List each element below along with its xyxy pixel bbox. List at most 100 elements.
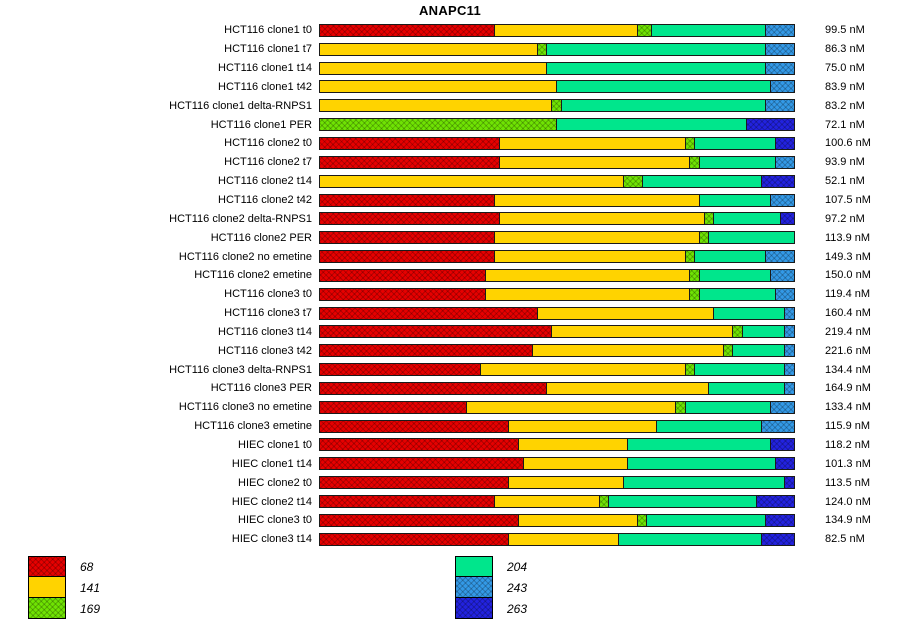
bar-segment-141 bbox=[523, 457, 629, 471]
bar-row: HCT116 clone1 t0 99.5 nM bbox=[0, 21, 871, 40]
row-bar bbox=[319, 325, 795, 339]
bar-row: HCT116 clone3 t0 119.4 nM bbox=[0, 285, 871, 304]
bar-segment-169 bbox=[723, 344, 734, 358]
bar-segment-141 bbox=[480, 363, 686, 377]
row-bar bbox=[319, 363, 795, 377]
bar-segment-68 bbox=[319, 23, 496, 37]
bar-segment-141 bbox=[509, 476, 624, 490]
row-value: 72.1 nM bbox=[825, 118, 865, 131]
bar-segment-204 bbox=[714, 212, 781, 226]
bar-segment-243 bbox=[771, 268, 795, 282]
row-label: HIEC clone3 t14 bbox=[231, 533, 312, 546]
bar-segment-263 bbox=[766, 513, 795, 527]
bar-segment-68 bbox=[319, 438, 519, 452]
bar-segment-204 bbox=[547, 42, 767, 56]
row-label: HCT116 clone1 delta-RNPS1 bbox=[169, 99, 312, 112]
bar-row: HCT116 clone2 t7 93.9 nM bbox=[0, 153, 871, 172]
row-bar bbox=[319, 419, 795, 433]
bar-segment-204 bbox=[699, 268, 772, 282]
bar-segment-204 bbox=[618, 532, 762, 546]
bar-segment-169 bbox=[690, 268, 700, 282]
legend-item: 169 bbox=[28, 598, 100, 619]
legend-item: 68 bbox=[28, 556, 100, 577]
bar-segment-169 bbox=[319, 118, 557, 132]
bar-row: HIEC clone3 t14 82.5 nM bbox=[0, 530, 871, 549]
bar-segment-243 bbox=[766, 23, 795, 37]
bar-row: HIEC clone1 t0 118.2 nM bbox=[0, 436, 871, 455]
bar-segment-204 bbox=[695, 136, 776, 150]
legend-label: 141 bbox=[80, 580, 101, 595]
bar-segment-204 bbox=[709, 231, 795, 245]
row-bar bbox=[319, 99, 795, 113]
bar-segment-68 bbox=[319, 419, 510, 433]
bar-segment-263 bbox=[785, 476, 795, 490]
bar-row: HCT116 clone3 PER 164.9 nM bbox=[0, 379, 871, 398]
row-label: HCT116 clone2 t14 bbox=[218, 175, 312, 188]
bar-segment-141 bbox=[319, 42, 538, 56]
bar-segment-68 bbox=[319, 381, 548, 395]
row-value: 75.0 nM bbox=[825, 62, 865, 75]
bar-row: HCT116 clone1 PER 72.1 nM bbox=[0, 115, 871, 134]
bar-segment-68 bbox=[319, 532, 510, 546]
bar-segment-141 bbox=[537, 306, 715, 320]
bar-row: HCT116 clone1 t42 83.9 nM bbox=[0, 78, 871, 97]
bar-segment-243 bbox=[785, 325, 795, 339]
row-label: HCT116 clone3 t42 bbox=[218, 344, 312, 357]
bar-segment-68 bbox=[319, 363, 481, 377]
bar-segment-243 bbox=[766, 250, 795, 264]
row-bar bbox=[319, 495, 795, 509]
row-bar bbox=[319, 174, 795, 188]
legend-swatch-68 bbox=[28, 556, 66, 577]
bar-segment-141 bbox=[485, 268, 691, 282]
bar-segment-141 bbox=[495, 250, 686, 264]
bar-segment-68 bbox=[319, 400, 467, 414]
bar-row: HCT116 clone2 t14 52.1 nM bbox=[0, 172, 871, 191]
row-label: HCT116 clone3 PER bbox=[210, 382, 312, 395]
bar-segment-263 bbox=[771, 438, 795, 452]
row-value: 86.3 nM bbox=[825, 43, 865, 56]
row-bar bbox=[319, 231, 795, 245]
bar-segment-141 bbox=[319, 61, 548, 75]
row-bar bbox=[319, 42, 795, 56]
row-value: 97.2 nM bbox=[825, 212, 865, 225]
bar-segment-141 bbox=[499, 136, 686, 150]
bar-segment-169 bbox=[690, 155, 700, 169]
legend-swatch-141 bbox=[28, 577, 66, 598]
bar-segment-263 bbox=[761, 174, 795, 188]
bar-segment-204 bbox=[685, 400, 772, 414]
bar-segment-141 bbox=[509, 419, 657, 433]
chart-title: ANAPC11 bbox=[418, 3, 482, 18]
legend-item: 243 bbox=[455, 577, 527, 598]
bar-segment-68 bbox=[319, 155, 500, 169]
row-bar bbox=[319, 80, 795, 94]
bar-segment-169 bbox=[623, 174, 643, 188]
row-label: HIEC clone2 t0 bbox=[238, 476, 312, 489]
chart-rows: HCT116 clone1 t0 99.5 nM HCT116 clone1 t… bbox=[0, 21, 871, 549]
row-label: HCT116 clone1 t42 bbox=[218, 80, 312, 93]
legend-column: 68 141 169 bbox=[28, 556, 100, 619]
bar-segment-169 bbox=[685, 250, 696, 264]
row-bar bbox=[319, 268, 795, 282]
row-value: 119.4 nM bbox=[825, 288, 871, 301]
row-label: HIEC clone3 t0 bbox=[238, 514, 312, 527]
legend-label: 169 bbox=[80, 601, 101, 616]
bar-row: HIEC clone2 t14 124.0 nM bbox=[0, 492, 871, 511]
row-value: 149.3 nM bbox=[825, 250, 871, 263]
row-value: 221.6 nM bbox=[825, 344, 871, 357]
bar-row: HCT116 clone3 t42 221.6 nM bbox=[0, 341, 871, 360]
bar-segment-169 bbox=[704, 212, 715, 226]
legend-label: 243 bbox=[507, 580, 528, 595]
bar-segment-169 bbox=[675, 400, 686, 414]
row-bar bbox=[319, 193, 795, 207]
row-label: HCT116 clone3 no emetine bbox=[178, 401, 312, 414]
row-value: 134.4 nM bbox=[825, 363, 871, 376]
row-value: 160.4 nM bbox=[825, 307, 871, 320]
bar-segment-204 bbox=[557, 80, 772, 94]
bar-segment-169 bbox=[552, 99, 562, 113]
bar-segment-204 bbox=[628, 438, 772, 452]
bar-segment-68 bbox=[319, 344, 534, 358]
row-label: HCT116 clone1 t14 bbox=[218, 62, 312, 75]
bar-row: HIEC clone2 t0 113.5 nM bbox=[0, 473, 871, 492]
bar-segment-243 bbox=[775, 287, 795, 301]
